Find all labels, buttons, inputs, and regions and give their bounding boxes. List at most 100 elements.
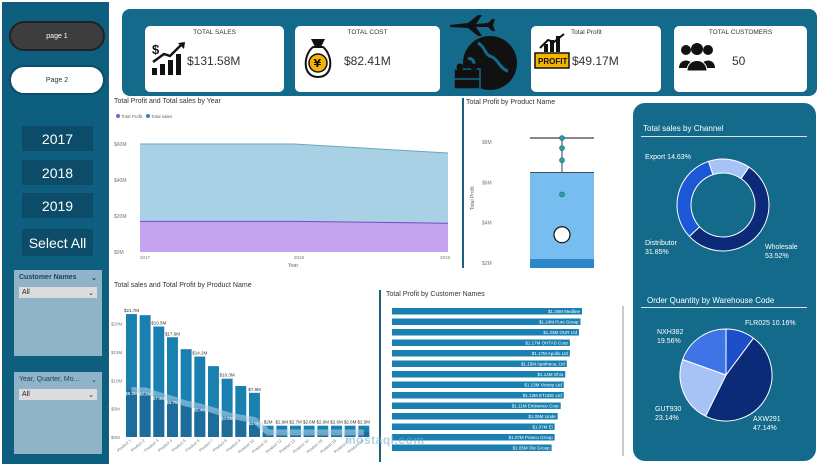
- customer-bar: [392, 329, 579, 336]
- sales-data-label: $2.6M: [344, 420, 357, 425]
- sales-data-label: $21.7M: [124, 308, 139, 313]
- y-tick-label: $0M: [111, 435, 120, 440]
- sales-line: [140, 143, 449, 154]
- profit-board-icon: PROFIT: [534, 33, 570, 69]
- slicer-label: Customer Names: [19, 274, 77, 281]
- profit-bar: [249, 420, 260, 437]
- profit-trend-line: [131, 386, 364, 436]
- customer-bar-label: $1.14M Ohio: [538, 372, 564, 377]
- sales-bar: [139, 315, 151, 437]
- pie-slice: [704, 337, 773, 422]
- sales-data-label: $2.6M: [303, 420, 316, 425]
- y-tick-label: $10M: [111, 378, 123, 383]
- sales-bar: [126, 314, 137, 437]
- chevron-down-icon[interactable]: ⌄: [91, 275, 97, 282]
- customer-bar-label: $1.25M Medline: [548, 309, 581, 314]
- customer-bar: [392, 423, 555, 430]
- sales-data-label: $10.3M: [220, 373, 235, 378]
- customer-names-dropdown[interactable]: All ⌄: [19, 287, 97, 298]
- year-2018-button[interactable]: 2018: [22, 160, 93, 185]
- select-all-button[interactable]: Select All: [22, 229, 93, 256]
- bar-chart-title: Total sales and Total Profit by Product …: [114, 282, 252, 289]
- yen-money-bag-icon: ¥: [304, 39, 332, 79]
- sales-data-label: $14.2M: [192, 351, 207, 356]
- chevron-down-icon: ⌄: [88, 392, 94, 399]
- x-axis-label: Year: [288, 263, 298, 269]
- customer-bar: [392, 444, 552, 451]
- chevron-down-icon[interactable]: ⌄: [91, 377, 97, 384]
- y-tick-label: $60M: [114, 142, 127, 148]
- pie-chart-title: Order Quantity by Warehouse Code: [647, 296, 775, 305]
- legend-label: Total Profit: [121, 114, 143, 119]
- date-hierarchy-dropdown[interactable]: All ⌄: [19, 389, 97, 400]
- kpi-banner: TOTAL SALES $ $131.58M TOTAL COST ¥ $82.…: [122, 9, 817, 96]
- right-panel: Total sales by Channel Export 14.63% Dis…: [633, 103, 816, 461]
- profit-data-label: $5.4M: [194, 407, 207, 412]
- channel-donut-chart: [676, 158, 770, 252]
- box-plot-chart: Total Profit $2M $4M $6M $8M: [470, 135, 594, 268]
- profit-bar: [126, 389, 137, 437]
- sales-data-label: $17.6M: [165, 331, 180, 336]
- user-group-icon: [679, 43, 715, 72]
- customer-bar-label: $1.15M Apotheca, Ltd: [521, 362, 565, 367]
- pie-label-axw291: AXW291 47.14%: [753, 416, 781, 432]
- profit-bar: [208, 410, 219, 437]
- kpi-title: Total Profit: [571, 29, 602, 36]
- sales-data-label: $19.5M: [151, 321, 166, 326]
- x-tick-label: 2019: [440, 255, 451, 260]
- customer-bar-label: $1.11M Eminence Corp: [512, 404, 559, 409]
- dropdown-value: All: [22, 391, 30, 398]
- legend-marker: [146, 114, 150, 118]
- svg-text:$: $: [152, 42, 160, 57]
- sales-bar: [235, 386, 247, 437]
- y-tick-label: $2M: [482, 261, 492, 267]
- year-2017-button[interactable]: 2017: [22, 126, 93, 151]
- y-tick-label: $6M: [482, 180, 492, 186]
- customer-bar-chart: $1.25M Medline $1.24M Pure Group $1.23M OU…: [392, 306, 624, 456]
- sales-bar: [194, 356, 206, 437]
- profit-bar: [167, 399, 178, 437]
- customer-bar: [392, 339, 570, 346]
- kpi-value: 50: [732, 54, 746, 68]
- profit-bar: [221, 414, 233, 437]
- sales-data-label: $7.8M: [248, 387, 261, 392]
- y-tick-label: $20M: [114, 214, 127, 220]
- y-tick-label: $15M: [111, 350, 123, 355]
- sales-bar: [167, 337, 178, 437]
- pie-label-gut930: GUT930 23.14%: [655, 406, 682, 422]
- legend-marker: [116, 114, 120, 118]
- box-lower: [530, 258, 594, 268]
- growth-chart-dollar-icon: $: [152, 42, 185, 75]
- y-tick-label: $40M: [114, 178, 127, 184]
- slicer-label: Year, Quarter, Mo...: [19, 376, 80, 383]
- customer-bar: [392, 350, 570, 357]
- customer-bar-label: $1.24M Pure Group: [539, 320, 579, 325]
- customer-bar: [392, 402, 561, 409]
- y-tick-label: $20M: [111, 322, 123, 327]
- sales-bar: [180, 349, 192, 437]
- sales-bar: [221, 378, 233, 437]
- donut-slice: [707, 158, 750, 180]
- customer-bar-label: $1.23M OUR Ltd: [543, 330, 577, 335]
- chevron-down-icon: ⌄: [88, 290, 94, 297]
- customer-bar: [392, 381, 564, 388]
- y-tick-label: $0M: [114, 250, 124, 256]
- page-1-button[interactable]: page 1: [9, 21, 105, 51]
- page-2-button[interactable]: Page 2: [9, 65, 105, 95]
- y-tick-label: $5M: [111, 407, 120, 412]
- sales-bar: [208, 366, 219, 437]
- year-2019-button[interactable]: 2019: [22, 193, 93, 218]
- pie-slice: [682, 328, 727, 376]
- watermark-text: mostaql.com: [345, 433, 425, 447]
- profit-bar: [139, 390, 151, 437]
- pie-slice: [679, 358, 727, 417]
- customer-names-slicer: Customer Names ⌄ All ⌄: [14, 270, 102, 356]
- profit-bar: [194, 406, 206, 437]
- kpi-value: $82.41M: [344, 54, 391, 68]
- profit-bar: [153, 395, 165, 437]
- donut-label-export: Export 14.63%: [645, 154, 691, 161]
- customer-bar: [392, 308, 582, 315]
- kpi-card-total-customers: TOTAL CUSTOMERS 50: [674, 26, 807, 92]
- profit-data-label: $3.9M: [221, 416, 234, 421]
